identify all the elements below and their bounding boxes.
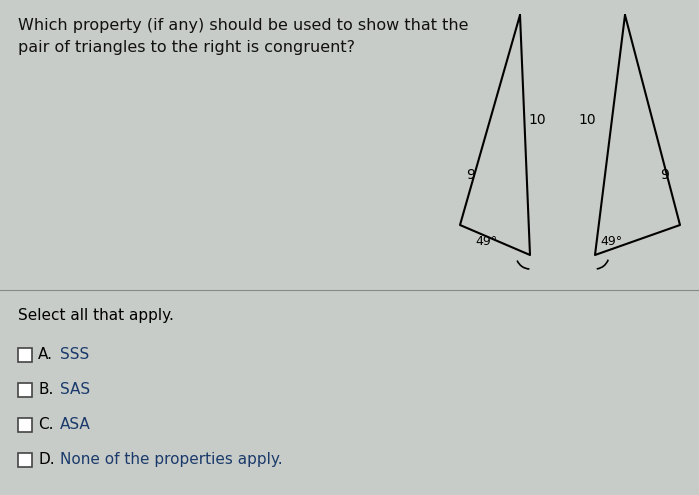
Text: SSS: SSS	[60, 347, 89, 362]
Text: None of the properties apply.: None of the properties apply.	[60, 452, 282, 467]
Text: 9: 9	[466, 168, 475, 182]
Text: 49°: 49°	[600, 235, 622, 248]
FancyBboxPatch shape	[18, 347, 32, 361]
Text: pair of triangles to the right is congruent?: pair of triangles to the right is congru…	[18, 40, 355, 55]
Text: Which property (if any) should be used to show that the: Which property (if any) should be used t…	[18, 18, 468, 33]
Text: SAS: SAS	[60, 382, 90, 397]
Text: 9: 9	[660, 168, 669, 182]
Text: B.: B.	[38, 382, 53, 397]
Text: C.: C.	[38, 417, 54, 432]
Text: 49°: 49°	[476, 235, 498, 248]
FancyBboxPatch shape	[18, 383, 32, 396]
Text: Select all that apply.: Select all that apply.	[18, 307, 174, 323]
Text: 10: 10	[528, 113, 546, 127]
FancyBboxPatch shape	[18, 452, 32, 467]
Text: D.: D.	[38, 452, 55, 467]
Text: A.: A.	[38, 347, 53, 362]
Text: ASA: ASA	[60, 417, 91, 432]
FancyBboxPatch shape	[18, 418, 32, 432]
Text: 10: 10	[578, 113, 596, 127]
